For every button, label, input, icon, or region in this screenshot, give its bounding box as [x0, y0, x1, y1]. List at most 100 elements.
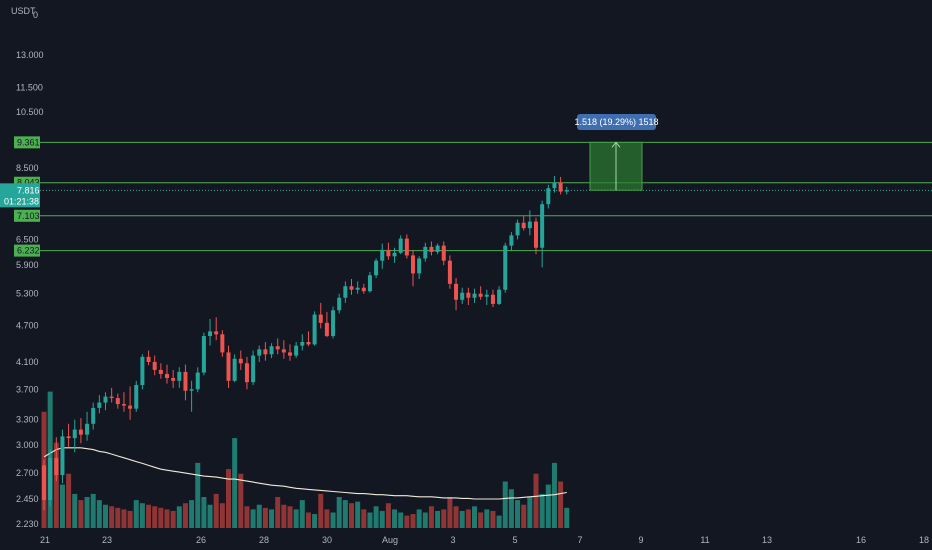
time-tick-label: 21: [40, 535, 50, 545]
candle-body: [66, 436, 71, 439]
volume-bars: [41, 391, 570, 528]
candle-body: [460, 292, 465, 300]
time-tick-label: 30: [322, 535, 332, 545]
candle-body: [521, 222, 526, 229]
volume-bar: [287, 506, 293, 528]
volume-bar: [545, 484, 551, 528]
volume-bar: [349, 503, 354, 528]
candle-body: [423, 246, 428, 259]
volume-bar: [392, 509, 398, 528]
candle-body: [392, 252, 397, 257]
candle-body: [374, 260, 379, 276]
price-tick-label: 2.700: [16, 468, 39, 478]
volume-bar: [533, 473, 539, 528]
price-level-tag: [14, 136, 40, 149]
currency-label: USDT: [11, 6, 36, 16]
candle-body: [208, 331, 213, 337]
price-tick-label: 8.500: [16, 163, 39, 173]
volume-bar: [404, 515, 410, 528]
time-axis[interactable]: 21 23 26 28 30 Aug 3 5 7 9 11 13 16 18: [40, 535, 929, 545]
measure-arrow-head: [611, 141, 621, 148]
price-level-tag-label: 7.103: [17, 211, 40, 221]
volume-bar: [441, 509, 447, 528]
candle-body: [91, 407, 96, 424]
candle-body: [220, 334, 225, 353]
volume-bar: [496, 515, 502, 528]
volume-bar: [478, 512, 484, 528]
candle-body: [552, 182, 557, 189]
current-price-tag: [0, 183, 40, 208]
volume-bar: [66, 473, 72, 528]
volume-bar: [502, 481, 508, 528]
price-tick-label: 6.500: [16, 234, 39, 244]
candle-body: [484, 294, 489, 297]
candle-body: [54, 457, 59, 476]
candle-body: [564, 190, 569, 192]
candle-body: [226, 352, 231, 381]
price-level-lines[interactable]: [40, 141, 932, 252]
time-tick-label: 13: [762, 535, 772, 545]
measure-tool[interactable]: 1.518 (19.29%) 1518: [574, 114, 659, 191]
volume-bar: [121, 509, 127, 528]
candle-body: [540, 204, 545, 248]
candle-body: [503, 245, 508, 290]
volume-bar: [152, 506, 158, 528]
measure-label-box: [577, 114, 656, 130]
volume-bar: [484, 509, 490, 528]
candle-body: [509, 235, 514, 246]
volume-bar: [447, 497, 453, 528]
candle-body: [411, 255, 415, 274]
candle-body: [343, 286, 348, 298]
price-level-tag-label: 9.361: [17, 137, 40, 147]
price-axis-ticks: 13.000 11.500 10.500 8.500 6.500 5.900 5.300 4.…: [16, 50, 44, 529]
candle-body: [324, 322, 329, 337]
volume-bar: [158, 507, 164, 528]
candle-body: [78, 429, 83, 435]
candle-body: [534, 221, 538, 248]
volume-bar: [539, 493, 545, 528]
price-tick-label: 2.450: [16, 494, 39, 504]
measure-label: 1.518 (19.29%) 1518: [574, 117, 658, 127]
candle-body: [195, 372, 200, 390]
volume-bar: [133, 500, 139, 528]
candle-body: [177, 371, 182, 381]
candle-body: [312, 314, 317, 345]
volume-bar: [59, 484, 65, 528]
volume-bar: [269, 509, 275, 528]
volume-bar: [238, 473, 244, 528]
candle-body: [558, 182, 563, 192]
volume-bar: [127, 510, 133, 528]
volume-bar: [226, 469, 231, 528]
volume-bar: [299, 500, 305, 528]
volume-bar: [262, 507, 268, 528]
candle-body: [306, 341, 311, 345]
candle-body: [183, 371, 188, 391]
candle-body: [171, 378, 176, 381]
volume-bar: [336, 497, 342, 528]
price-tick-label: 3.000: [16, 440, 39, 450]
candle-body: [281, 349, 286, 353]
candle-body: [515, 222, 520, 236]
time-tick-label: 3: [450, 535, 455, 545]
volume-bar: [379, 510, 385, 528]
candle-body: [158, 369, 163, 374]
candle-body: [527, 221, 532, 229]
price-level-tag: [14, 244, 40, 257]
volume-bar: [515, 500, 521, 528]
volume-bar: [564, 507, 570, 528]
price-axis[interactable]: USDT 0 13.000 11.500 10.500 8.500 6.500 5.900…: [0, 6, 44, 529]
candle-body: [103, 396, 108, 403]
candle-body: [435, 245, 440, 252]
volume-bar: [324, 509, 330, 528]
candle-body: [497, 289, 502, 304]
volume-bar: [551, 462, 557, 528]
volume-ma: [43, 447, 567, 500]
candle-body: [288, 352, 292, 356]
volume-bar: [96, 500, 102, 528]
volume-bar: [373, 506, 379, 528]
candles: [42, 175, 569, 511]
volume-bar: [428, 506, 434, 528]
time-tick-label: 11: [700, 535, 709, 545]
